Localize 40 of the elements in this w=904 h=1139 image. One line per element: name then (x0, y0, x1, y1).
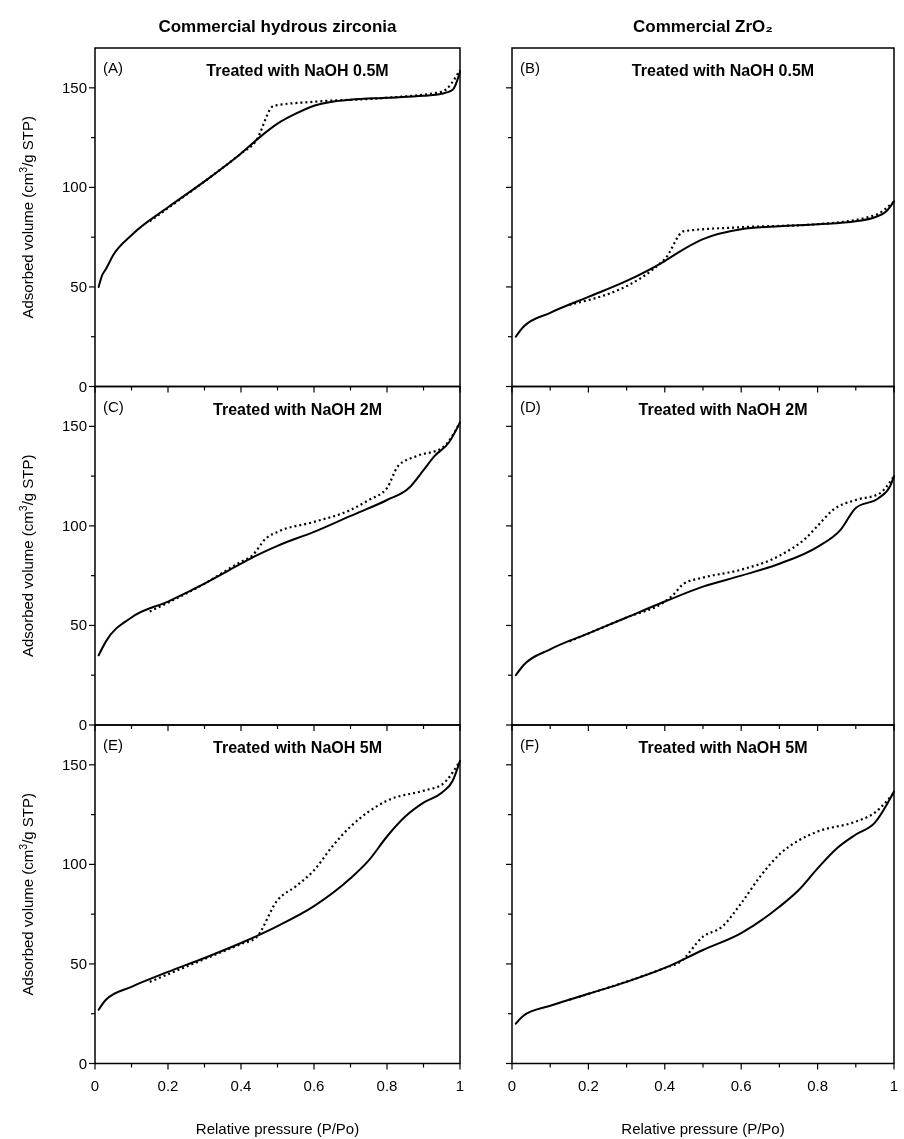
annotation: (B) (520, 59, 540, 76)
text: Treated with NaOH 5M (213, 739, 382, 756)
chart-title: Commercial hydrous zirconia (158, 17, 398, 36)
x-tick-label: 0.8 (376, 1076, 398, 1094)
x-tick-label: 0.4 (230, 1076, 252, 1094)
chart-title: Commercial ZrO₂ (633, 17, 773, 36)
x-tick-label: 0.8 (807, 1076, 829, 1094)
x-axis-title: Relative pressure (P/Po) (195, 1119, 360, 1137)
y-tick-label: 50 (70, 277, 87, 295)
x-tick-label: 0 (507, 1076, 517, 1094)
y-tick-label: 0 (78, 716, 87, 733)
x-tick-label: 0.4 (654, 1076, 676, 1094)
text: Treated with NaOH 2M (213, 400, 382, 418)
annotation: (A) (103, 59, 123, 76)
x-tick-label: 0.6 (730, 1076, 752, 1094)
x-tick-label: 0.6 (303, 1076, 325, 1094)
x-tick-label: 1 (455, 1076, 465, 1094)
annotation: (D) (520, 397, 541, 415)
text: Treated with NaOH 0.5M (206, 62, 389, 79)
y-tick-label: 150 (61, 755, 87, 773)
y-tick-label: 100 (61, 516, 87, 534)
y-tick-label: 0 (78, 1054, 87, 1072)
x-axis-title: Relative pressure (P/Po) (621, 1119, 785, 1137)
annotation: (E) (103, 736, 123, 753)
annotation: (F) (520, 736, 540, 753)
annotation: (C) (103, 397, 124, 415)
text: Treated with NaOH 2M (638, 400, 808, 418)
y-tick-label: 150 (61, 417, 87, 435)
y-tick-label: 100 (61, 178, 87, 196)
y-tick-label: 50 (70, 616, 87, 634)
y-tick-label: 100 (61, 855, 87, 873)
x-tick-label: 1 (889, 1076, 899, 1094)
y-tick-label: 150 (61, 78, 87, 96)
y-tick-label: 50 (70, 954, 87, 972)
x-tick-label: 0 (90, 1076, 100, 1094)
x-tick-label: 0.2 (577, 1076, 599, 1094)
text: Treated with NaOH 5M (638, 739, 808, 756)
y-tick-label: 0 (78, 377, 87, 395)
x-tick-label: 0.2 (157, 1076, 179, 1094)
text: Treated with NaOH 0.5M (631, 62, 815, 79)
